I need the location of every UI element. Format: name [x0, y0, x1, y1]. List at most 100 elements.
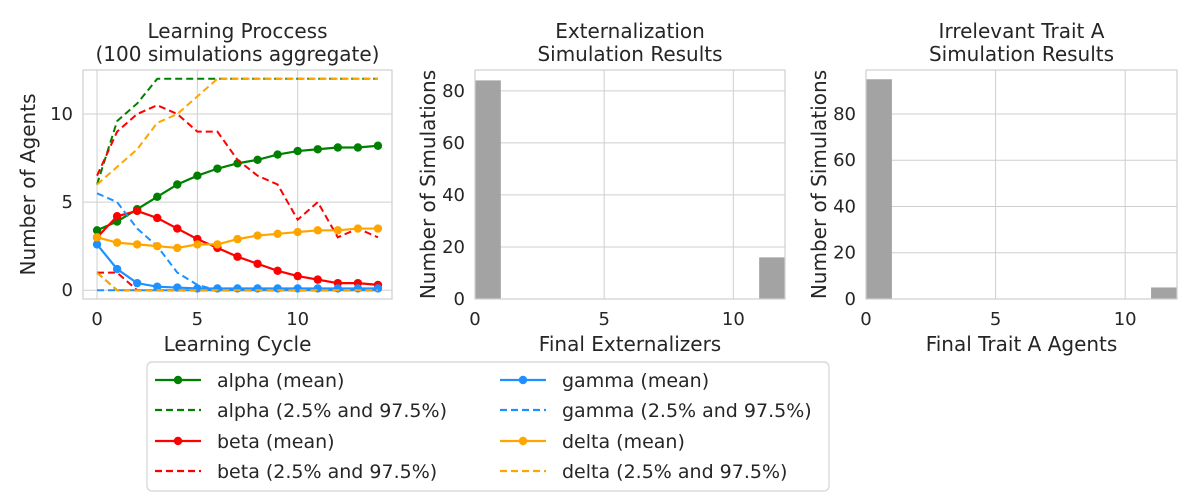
data-point: [153, 213, 162, 223]
legend-label: gamma (mean): [562, 370, 709, 392]
legend-entry: beta (2.5% and 97.5%): [155, 461, 437, 483]
legend-entry: gamma (2.5% and 97.5%): [500, 400, 812, 422]
data-point: [132, 278, 142, 288]
data-point: [333, 284, 343, 293]
data-point: [173, 180, 182, 189]
chart-panel-1: Learning Proccess(100 simulations aggreg…: [16, 19, 393, 356]
data-point: [253, 155, 262, 165]
x-tick-label: 5: [598, 309, 609, 330]
data-point: [293, 146, 302, 156]
legend-entry: alpha (mean): [155, 370, 344, 392]
legend-entry: beta (mean): [155, 431, 335, 453]
y-tick-label: 40: [442, 185, 465, 206]
x-tick-label: 5: [990, 309, 1001, 330]
data-point: [153, 241, 162, 251]
data-point: [92, 240, 102, 249]
chart-title-line-2: (100 simulations aggregate): [95, 42, 379, 66]
legend-box: [146, 361, 830, 492]
data-point: [313, 226, 322, 235]
y-axis-label: Number of Simulations: [416, 70, 440, 299]
data-point: [132, 206, 142, 216]
data-point: [293, 284, 302, 293]
plot-frame: [474, 69, 786, 300]
series-line-upper: [96, 77, 378, 186]
chart-title-line-2: Simulation Results: [537, 42, 722, 66]
data-point: [233, 284, 242, 293]
data-point: [112, 264, 122, 274]
y-tick-label: 60: [442, 133, 465, 154]
legend-swatch-marker: [518, 375, 528, 385]
data-point: [92, 233, 102, 242]
data-point: [313, 284, 322, 293]
legend-label: gamma (2.5% and 97.5%): [562, 400, 812, 422]
y-tick-label: 80: [442, 81, 465, 102]
legend-label: delta (mean): [562, 431, 685, 453]
data-point: [173, 243, 182, 253]
histogram-bar: [759, 257, 785, 299]
data-point: [353, 224, 363, 233]
legend: alpha (mean) alpha (2.5% and 97.5%) beta (…: [146, 361, 830, 492]
data-point: [273, 266, 282, 276]
chart-title-line-1: Irrelevant Trait A: [939, 19, 1105, 43]
data-point: [373, 141, 383, 150]
series-line-upper: [96, 77, 378, 185]
data-point: [193, 240, 202, 249]
data-point: [153, 192, 162, 202]
x-tick-label: 0: [860, 309, 871, 330]
data-point: [112, 238, 122, 247]
histogram-bar: [866, 79, 892, 299]
data-point: [353, 284, 363, 293]
data-point: [173, 224, 182, 233]
chart-title-line-1: Learning Proccess: [147, 19, 327, 43]
series-delta-percentile: [96, 77, 378, 292]
legend-label: beta (mean): [217, 431, 335, 453]
x-axis-label: Final Trait A Agents: [926, 332, 1118, 356]
data-point: [153, 282, 162, 291]
data-point: [193, 171, 202, 180]
data-point: [353, 143, 363, 152]
data-point: [92, 226, 102, 235]
chart-title-line-1: Externalization: [555, 19, 705, 43]
data-point: [233, 234, 242, 244]
plot-area: [92, 77, 383, 293]
plot-frame: [82, 69, 393, 300]
data-point: [253, 284, 262, 293]
legend-label: alpha (2.5% and 97.5%): [217, 400, 447, 422]
series-alpha-mean: [92, 141, 383, 235]
histogram-bar: [1151, 287, 1177, 299]
y-tick-label: 10: [50, 104, 73, 125]
legend-swatch-marker: [173, 375, 183, 385]
data-point: [373, 284, 383, 293]
plot-frame: [865, 69, 1178, 300]
legend-entry: delta (2.5% and 97.5%): [500, 461, 787, 483]
data-point: [132, 240, 142, 249]
data-point: [253, 259, 262, 268]
y-tick-label: 5: [62, 192, 73, 213]
y-tick-label: 40: [833, 196, 856, 217]
legend-entry: gamma (mean): [500, 370, 709, 392]
data-point: [273, 150, 282, 159]
x-tick-label: 10: [286, 309, 309, 330]
plot-area: [866, 79, 1177, 299]
data-point: [253, 231, 262, 240]
data-point: [333, 143, 343, 152]
x-tick-label: 5: [192, 309, 203, 330]
y-tick-label: 60: [833, 150, 856, 171]
y-axis-label: Number of Agents: [16, 94, 40, 276]
histogram-bar: [475, 80, 501, 299]
y-tick-label: 0: [845, 289, 856, 310]
data-point: [293, 271, 302, 281]
series-delta-mean: [92, 224, 383, 253]
data-point: [273, 284, 282, 293]
legend-entry: delta (mean): [500, 431, 685, 453]
x-tick-label: 0: [469, 309, 480, 330]
y-tick-label: 20: [442, 237, 465, 258]
data-point: [213, 240, 222, 249]
data-point: [333, 226, 343, 235]
data-point: [213, 164, 222, 173]
legend-label: alpha (mean): [217, 370, 344, 392]
y-tick-label: 20: [833, 243, 856, 264]
series-line-lower: [96, 271, 378, 292]
